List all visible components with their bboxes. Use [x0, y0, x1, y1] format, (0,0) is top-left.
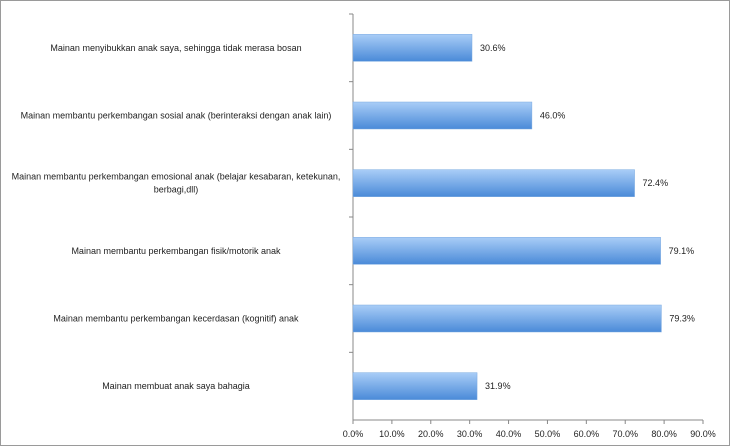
category-label: Mainan menyibukkan anak saya, sehingga t… — [50, 43, 301, 53]
x-tick-label: 0.0% — [343, 429, 364, 439]
category-label: Mainan membantu perkembangan sosial anak… — [21, 111, 332, 121]
x-tick-label: 40.0% — [496, 429, 522, 439]
x-tick-label: 30.0% — [457, 429, 483, 439]
x-tick-label: 80.0% — [651, 429, 677, 439]
data-label: 79.1% — [669, 246, 695, 256]
x-tick-label: 90.0% — [690, 429, 716, 439]
category-label: Mainan membantu perkembangan fisik/motor… — [71, 246, 281, 256]
category-label: Mainan membuat anak saya bahagia — [102, 381, 250, 391]
x-tick-label: 50.0% — [535, 429, 561, 439]
category-label: Mainan membantu perkembangan kecerdasan … — [53, 314, 299, 324]
data-label: 31.9% — [485, 381, 511, 391]
bar — [352, 169, 635, 197]
x-tick-label: 10.0% — [379, 429, 405, 439]
category-label: Mainan membantu perkembangan emosional a… — [12, 172, 341, 195]
bar — [352, 101, 533, 130]
x-tick-label: 20.0% — [418, 429, 444, 439]
x-tick-label: 70.0% — [612, 429, 638, 439]
x-tick-label: 60.0% — [574, 429, 600, 439]
data-label: 46.0% — [540, 111, 566, 121]
data-label: 79.3% — [669, 314, 695, 324]
data-label: 72.4% — [643, 178, 669, 188]
bar — [352, 372, 478, 400]
data-label: 30.6% — [480, 43, 506, 53]
bar — [352, 237, 661, 265]
bar — [352, 304, 662, 333]
bar — [352, 34, 473, 62]
